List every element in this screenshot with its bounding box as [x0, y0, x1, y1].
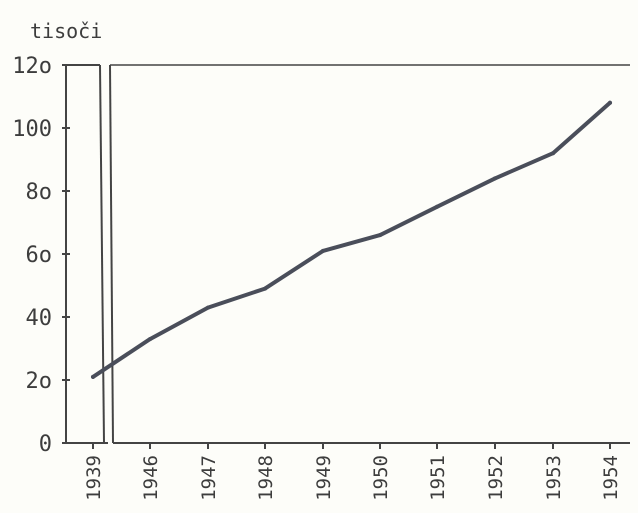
x-tick-label: 1954 — [600, 455, 622, 501]
y-tick-label: 2o — [26, 369, 53, 394]
data-point — [206, 305, 210, 310]
ticks: 0 2o 40 6o 8o 100 12o 1939 1946 1947 1948 1949 1950 1… — [12, 54, 622, 501]
y-tick-label: 40 — [26, 306, 53, 331]
data-point — [493, 176, 497, 181]
data-point — [91, 374, 95, 379]
data-point — [551, 151, 555, 156]
x-tick-label: 1948 — [255, 455, 277, 501]
x-tick-label: 1949 — [313, 455, 335, 501]
x-tick-label: 1939 — [83, 455, 105, 501]
series-line — [91, 100, 612, 379]
x-tick-label: 1950 — [370, 455, 392, 501]
x-tick-label: 1951 — [427, 455, 449, 501]
unit-label: tisoči — [30, 19, 102, 43]
y-tick-label: 12o — [12, 54, 52, 79]
y-tick-label: 8o — [26, 180, 53, 205]
x-tick-label: 1952 — [485, 455, 507, 501]
data-point — [263, 286, 267, 291]
x-tick-label: 1947 — [198, 455, 220, 501]
axis-break-line-2 — [109, 64, 114, 444]
axes — [65, 64, 630, 444]
data-point — [608, 100, 612, 105]
data-point — [378, 233, 382, 238]
y-tick-label: 6o — [26, 243, 53, 268]
data-point — [148, 337, 152, 342]
axis-break-line-1 — [99, 64, 105, 444]
data-point — [321, 248, 325, 253]
data-point — [435, 204, 439, 209]
y-tick-label: 0 — [39, 432, 52, 457]
series — [91, 100, 612, 379]
x-tick-label: 1946 — [140, 455, 162, 501]
y-tick-label: 100 — [12, 117, 52, 142]
x-tick-label: 1953 — [543, 455, 565, 501]
